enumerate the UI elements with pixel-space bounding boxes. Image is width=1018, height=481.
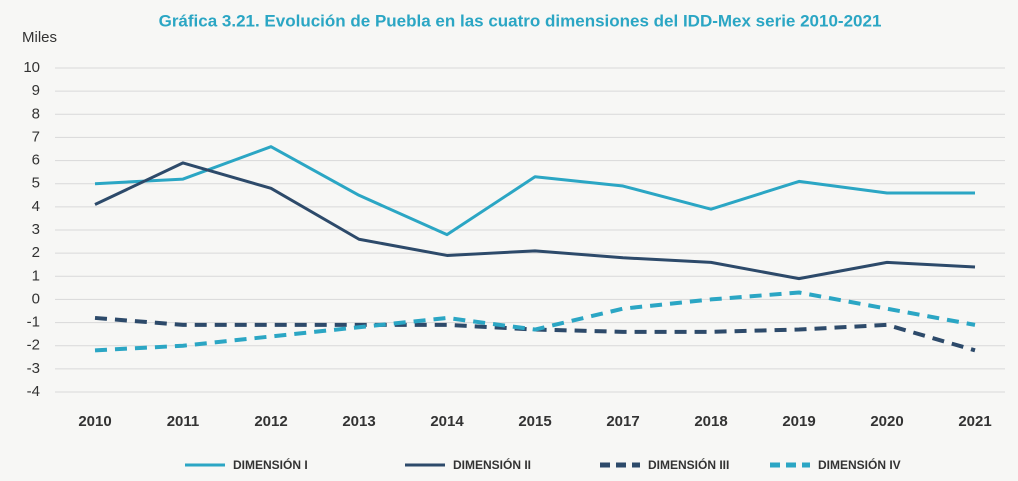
y-tick-label: 10 (23, 59, 40, 76)
legend-label: DIMENSIÓN IV (818, 457, 901, 472)
y-tick-label: -4 (27, 383, 40, 400)
y-tick-label: 7 (32, 128, 40, 145)
y-tick-label: 1 (32, 267, 40, 284)
x-tick-label: 2017 (606, 413, 639, 430)
y-tick-label: 9 (32, 82, 40, 99)
x-tick-label: 2018 (694, 413, 727, 430)
series-line (94, 145, 975, 237)
legend-label: DIMENSIÓN I (233, 457, 308, 472)
y-tick-label: 4 (32, 198, 40, 215)
legend-label: DIMENSIÓN III (648, 457, 729, 472)
y-tick-label: 5 (32, 175, 40, 192)
x-tick-label: 2019 (782, 413, 815, 430)
series-line (94, 161, 976, 281)
x-tick-label: 2014 (430, 413, 464, 430)
y-tick-label: -1 (27, 314, 40, 331)
x-tick-label: 2021 (958, 413, 991, 430)
y-axis-label: Miles (22, 29, 57, 46)
legend-label: DIMENSIÓN II (453, 457, 531, 472)
y-tick-label: 2 (32, 244, 40, 261)
y-tick-label: -2 (27, 337, 40, 354)
y-tick-label: 8 (32, 105, 40, 122)
y-tick-label: 3 (32, 221, 40, 238)
x-tick-label: 2011 (167, 413, 200, 430)
chart-title: Gráfica 3.21. Evolución de Puebla en las… (159, 11, 882, 30)
x-tick-label: 2015 (518, 413, 551, 430)
x-tick-label: 2010 (78, 413, 111, 430)
x-tick-label: 2020 (870, 413, 903, 430)
x-tick-label: 2013 (342, 413, 375, 430)
series-line (94, 290, 976, 353)
y-tick-label: -3 (27, 360, 40, 377)
y-tick-label: 6 (32, 152, 40, 169)
y-tick-label: 0 (32, 290, 40, 307)
x-tick-label: 2012 (254, 413, 287, 430)
